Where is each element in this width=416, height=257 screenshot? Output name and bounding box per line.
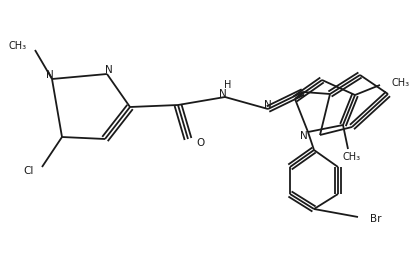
Text: N: N [300,131,308,141]
Text: CH₃: CH₃ [392,78,410,88]
Text: N: N [264,100,272,110]
Text: O: O [196,138,204,148]
Text: N: N [46,70,54,80]
Text: N: N [219,89,227,99]
Text: N: N [105,65,113,75]
Text: H: H [224,80,232,90]
Text: CH₃: CH₃ [343,152,361,162]
Text: CH₃: CH₃ [9,41,27,51]
Text: Cl: Cl [24,166,34,176]
Text: Br: Br [370,214,381,224]
